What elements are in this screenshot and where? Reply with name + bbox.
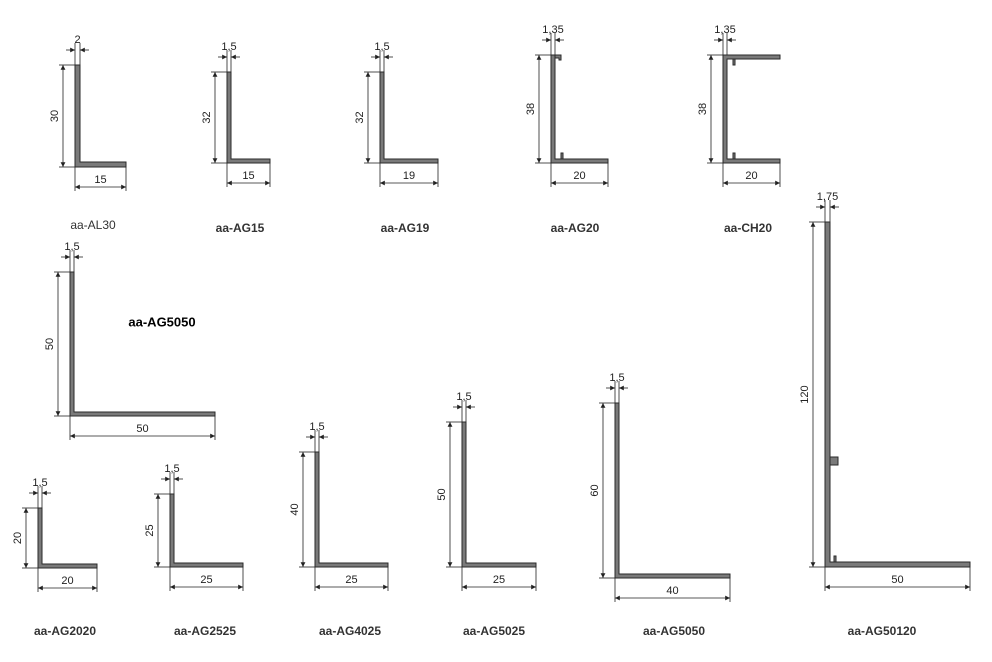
thickness-label: 1,75 [817,191,838,203]
profile-shape [614,402,731,579]
profile-name: aa-AL30 [70,218,116,232]
profile-name: aa-AG2020 [34,624,96,638]
width-label: 40 [666,585,678,597]
width-label: 15 [242,170,254,182]
height-label: 32 [354,111,366,123]
profile-name: aa-AG19 [381,221,430,235]
profile-shape [69,271,216,417]
width-label: 50 [891,574,903,586]
thickness-label: 2 [74,34,80,46]
height-label: 60 [589,484,601,496]
profile-name: aa-CH20 [724,221,772,235]
width-label: 50 [136,423,148,435]
height-label: 50 [44,338,56,350]
profile-shape [169,493,244,568]
thickness-label: 1,5 [221,41,236,53]
thickness-label: 1,35 [714,24,735,36]
thickness-label: 1,5 [64,241,79,253]
profile-hook [554,54,564,160]
profile-name: aa-AG2525 [174,624,236,638]
profile-shape [314,451,389,568]
width-label: 20 [745,170,757,182]
profile-name: aa-AG5025 [463,624,525,638]
width-label: 25 [200,574,212,586]
thickness-label: 1,35 [542,24,563,36]
height-label: 38 [525,103,537,115]
height-label: 20 [12,532,24,544]
profile-shape [824,221,971,568]
width-label: 25 [493,574,505,586]
height-label: 120 [799,385,811,403]
height-label: 38 [697,103,709,115]
profile-shape [226,71,271,164]
thickness-label: 1,5 [456,391,471,403]
thickness-label: 1,5 [609,372,624,384]
profile-shape [379,71,439,164]
height-label: 30 [49,110,61,122]
profile-name: aa-AG5050 [643,624,705,638]
thickness-label: 1,5 [164,463,179,475]
profile-name: aa-AG4025 [319,624,381,638]
profile-shape [74,64,127,168]
width-label: 20 [573,170,585,182]
thickness-label: 1,5 [32,477,47,489]
width-label: 25 [345,574,357,586]
profile-shape [461,421,537,568]
profile-hook [732,58,736,160]
height-label: 32 [201,111,213,123]
height-label: 50 [436,488,448,500]
thickness-label: 1,5 [374,41,389,53]
profile-hook [829,456,839,563]
profile-shape [550,54,609,164]
height-label: 40 [289,503,301,515]
width-label: 15 [94,174,106,186]
profile-name: aa-AG15 [216,221,265,235]
profile-shape [722,54,781,164]
profile-shape [37,507,98,569]
profile-name: aa-AG5050 [128,314,195,329]
height-label: 25 [144,524,156,536]
width-label: 20 [61,575,73,587]
profile-name: aa-AG50120 [848,624,917,638]
thickness-label: 1,5 [309,421,324,433]
profile-name: aa-AG20 [551,221,600,235]
width-label: 19 [403,170,415,182]
